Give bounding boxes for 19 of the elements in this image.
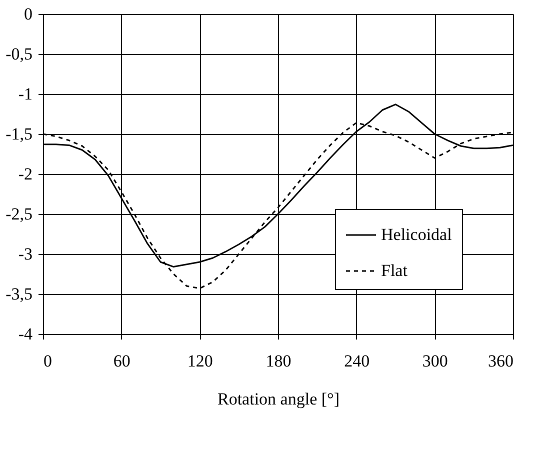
- x-tick-label: 300: [422, 352, 448, 370]
- y-tick-label: -0,5: [6, 44, 32, 64]
- y-tick-label: -1: [18, 84, 32, 104]
- legend-label: Flat: [381, 261, 408, 280]
- y-tick-label: -3,5: [6, 284, 32, 304]
- y-tick-label: -2,5: [6, 204, 32, 224]
- y-tick-label: -2: [18, 164, 32, 184]
- x-tick-label: 60: [113, 352, 130, 370]
- x-tick-label: 120: [187, 352, 213, 370]
- x-tick-label: 240: [344, 352, 370, 370]
- y-tick-label: -1,5: [6, 124, 32, 144]
- y-tick-label: -3: [18, 244, 32, 264]
- y-tick-label: -4: [18, 324, 33, 344]
- x-tick-label: 360: [488, 352, 514, 370]
- x-axis-title: Rotation angle [°]: [218, 390, 340, 408]
- x-tick-label: 0: [44, 352, 52, 370]
- legend-label: Helicoidal: [381, 225, 452, 244]
- x-tick-label: 180: [266, 352, 292, 370]
- y-tick-label: 0: [24, 4, 32, 24]
